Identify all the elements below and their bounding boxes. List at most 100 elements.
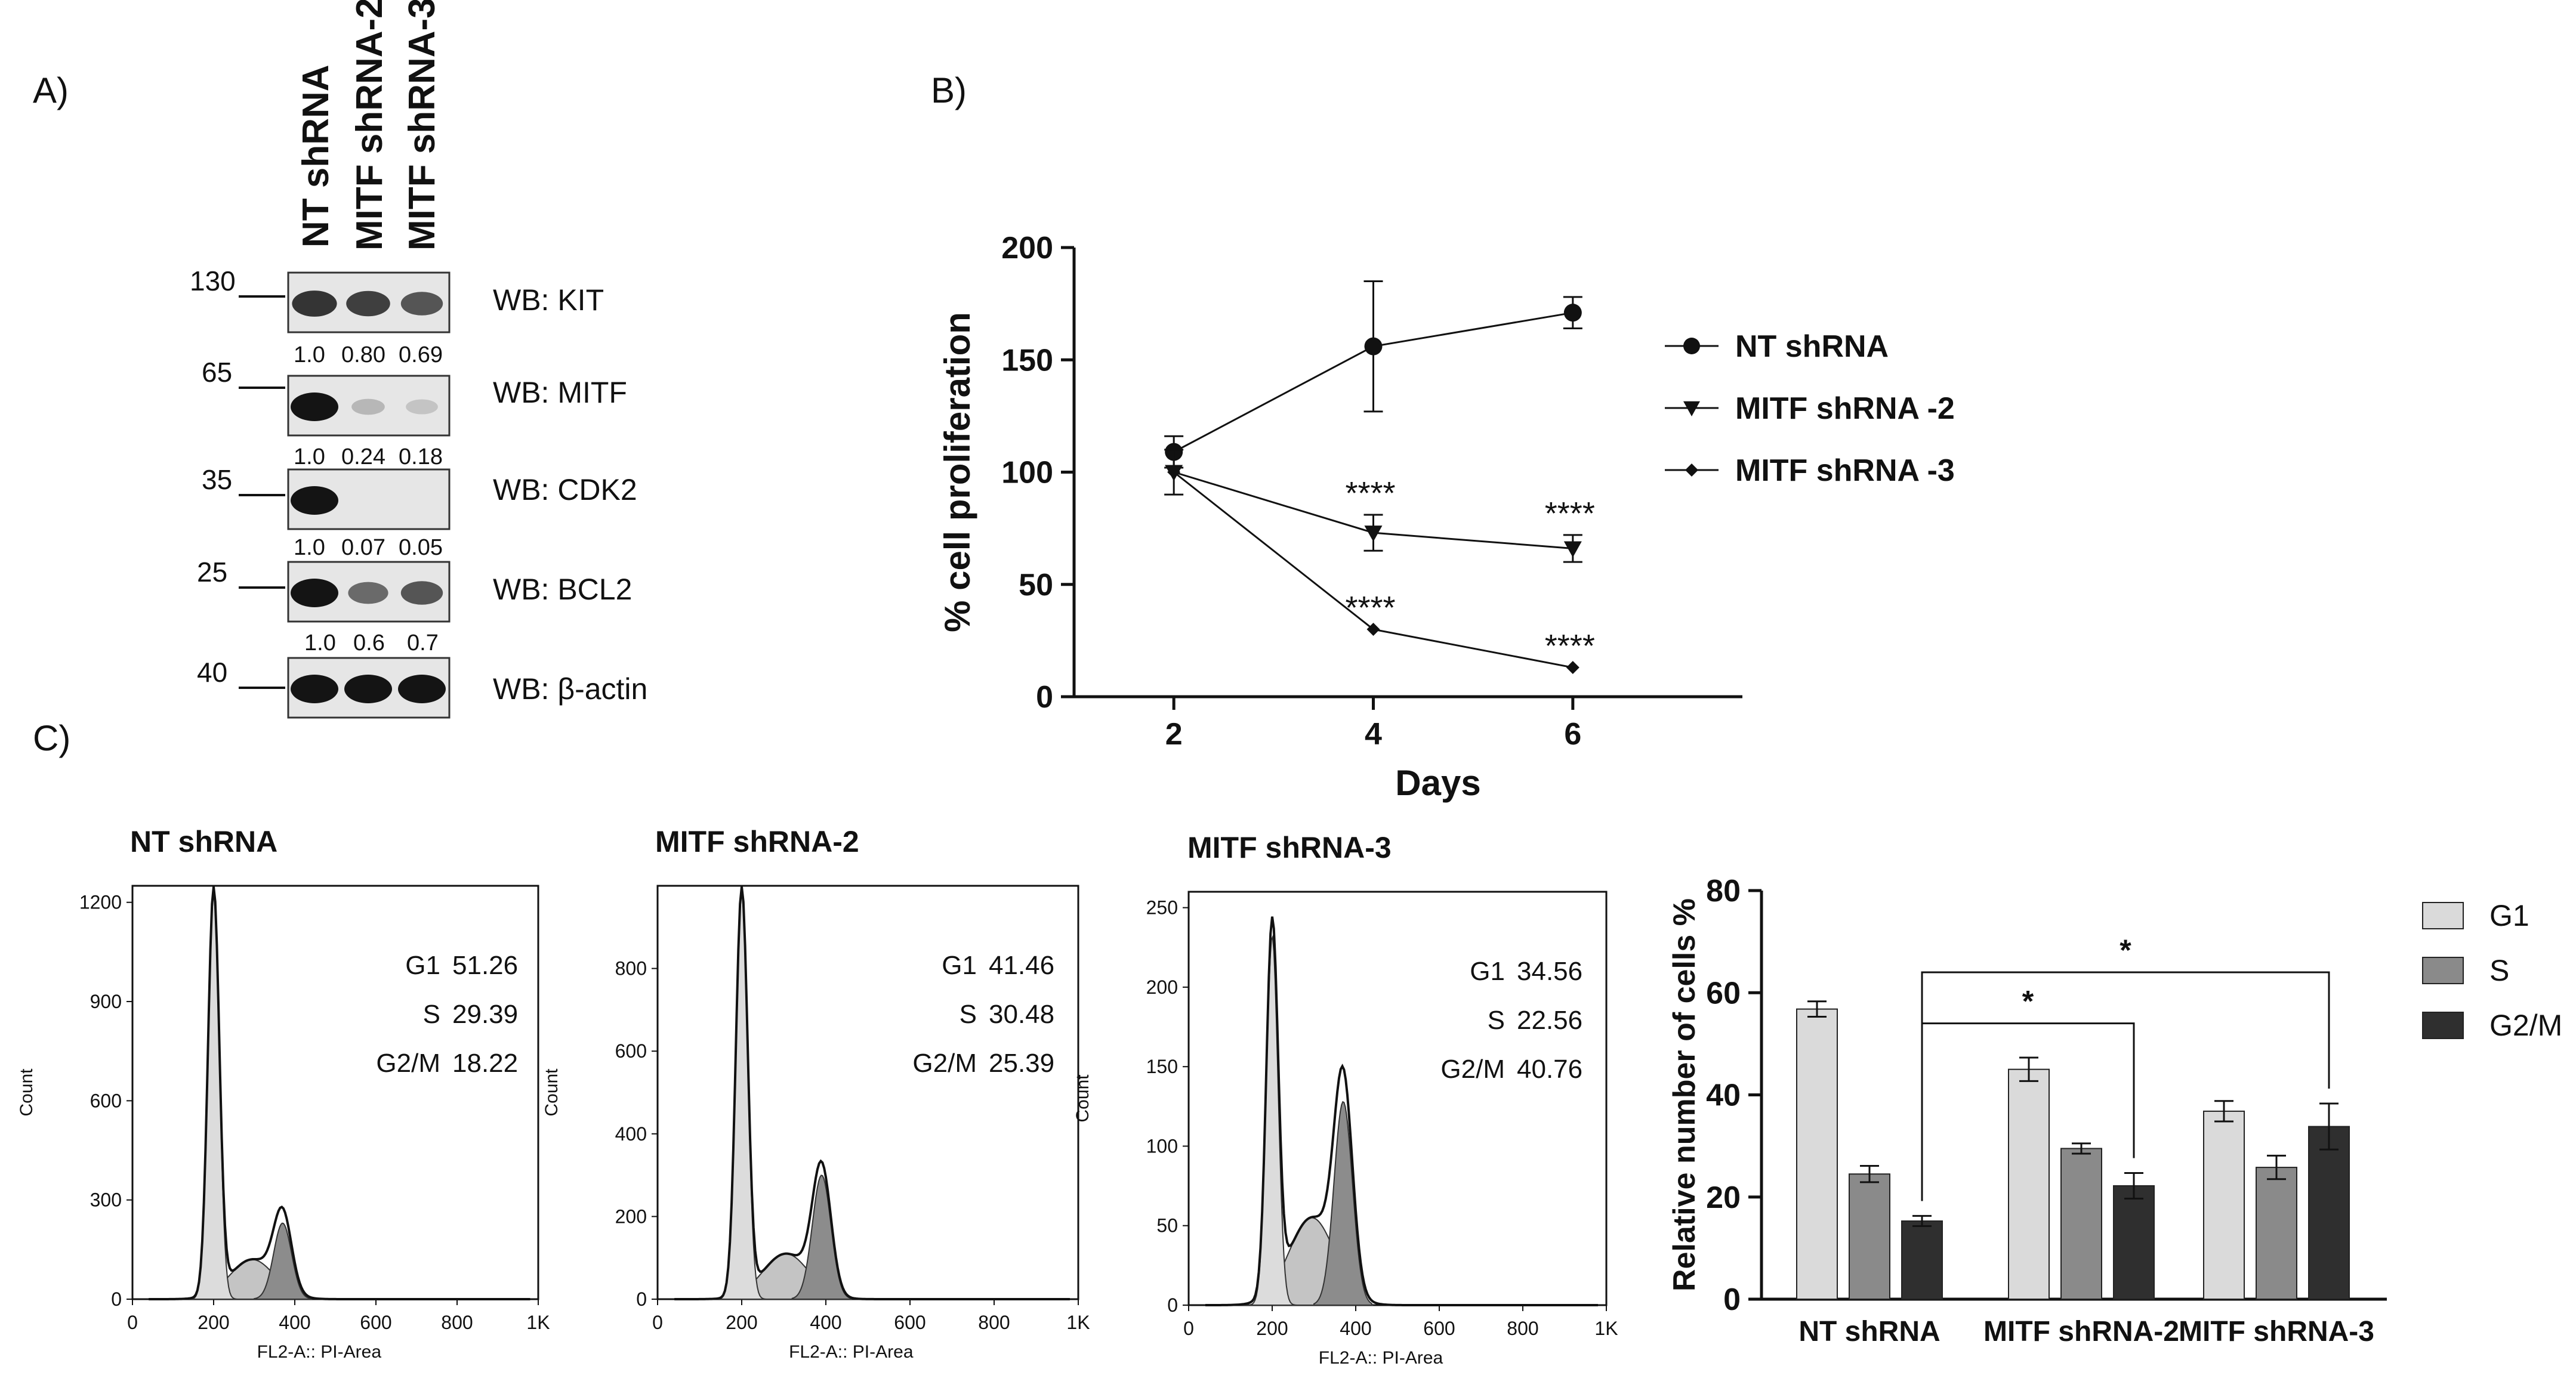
bar — [2113, 1185, 2155, 1300]
phase-value: 29.39 — [452, 1000, 518, 1029]
blot-marker: 40 — [197, 657, 227, 688]
phase-value: 30.48 — [989, 1000, 1054, 1029]
phase-label: S — [1488, 1006, 1505, 1035]
plot-frame — [1187, 891, 1608, 1306]
blot-bands — [291, 290, 446, 703]
histogram-nt-shrna: NT shRNA 0 200 400 600 800 1K 0 300 600 900 1200 FL2… — [17, 825, 550, 1362]
blot-label: WB: BCL2 — [493, 573, 632, 606]
x-tick-label: 0 — [127, 1312, 138, 1333]
legend-label: S — [2489, 954, 2509, 987]
data-point — [1683, 338, 1700, 354]
blot-marker: 25 — [197, 557, 227, 588]
phase-label: S — [423, 1000, 440, 1029]
panel-label-a: A) — [33, 70, 69, 110]
western-blot-panel: NT shRNA MITF shRNA-2 MITF shRNA-3 130 W… — [190, 0, 647, 719]
blot-band — [348, 582, 388, 604]
x-tick-label: 1K — [1066, 1312, 1090, 1333]
phase-value: 51.26 — [452, 951, 518, 980]
y-tick-label: 600 — [615, 1040, 647, 1062]
blot-band — [344, 675, 392, 703]
lane-label-nt-shrna: NT shRNA — [295, 64, 337, 248]
data-point — [1566, 661, 1579, 675]
significance-bracket — [1921, 971, 2330, 1201]
blot-marker: 130 — [190, 265, 236, 296]
y-tick-label: 400 — [615, 1123, 647, 1145]
legend-label: MITF shRNA -2 — [1735, 391, 1955, 426]
significance-marker: * — [2022, 985, 2034, 1018]
y-tick-label: 250 — [1146, 897, 1178, 919]
y-tick-label: 200 — [1001, 231, 1053, 265]
phase-label: G2/M — [376, 1049, 440, 1078]
bar — [2203, 1110, 2245, 1300]
x-tick-label: 800 — [441, 1312, 473, 1333]
x-tick-label: 1K — [526, 1312, 550, 1333]
blot-bcl2: 25 WB: BCL2 1.0 0.6 0.7 — [197, 557, 632, 656]
blot-marker: 65 — [202, 357, 232, 388]
y-axis-title: Count — [17, 1068, 36, 1117]
legend-swatch — [2422, 957, 2464, 984]
histogram-trace — [1205, 916, 1598, 1306]
category-label: MITF shRNA-2 — [1983, 1316, 2179, 1347]
x-tick-label: 400 — [279, 1312, 310, 1333]
histogram-trace — [674, 886, 1070, 1300]
phase-label: G2/M — [912, 1049, 977, 1078]
x-tick-label: 400 — [1340, 1318, 1371, 1339]
x-tick-label: 1K — [1594, 1318, 1618, 1339]
blot-label: WB: KIT — [493, 283, 604, 317]
y-tick-label: 0 — [1723, 1282, 1741, 1317]
y-tick-label: 40 — [1706, 1078, 1741, 1113]
y-tick-label: 900 — [90, 991, 122, 1012]
y-axis-title: % cell proliferation — [937, 312, 977, 632]
blot-band — [351, 398, 385, 415]
data-point — [1563, 304, 1582, 322]
y-tick-label: 150 — [1001, 343, 1053, 378]
histogram-title: MITF shRNA-3 — [1187, 831, 1392, 864]
x-tick-label: 6 — [1564, 717, 1581, 752]
y-tick-label: 80 — [1706, 874, 1741, 908]
y-tick-label: 50 — [1019, 568, 1053, 602]
phase-value: 41.46 — [989, 951, 1054, 980]
histogram-title: NT shRNA — [130, 825, 277, 858]
y-tick-label: 0 — [636, 1288, 647, 1310]
data-point — [1364, 337, 1383, 356]
y-tick-label: 800 — [615, 958, 647, 979]
phase-value: 22.56 — [1517, 1006, 1582, 1035]
histogram-trace — [149, 886, 530, 1300]
blot-band — [291, 579, 338, 607]
y-tick-label: 100 — [1146, 1135, 1178, 1157]
quant-value: 1.0 — [294, 342, 325, 367]
blot-band — [291, 486, 338, 515]
y-tick-label: 0 — [111, 1288, 122, 1310]
bar — [2060, 1148, 2102, 1300]
blot-kit: 130 WB: KIT 1.0 0.80 0.69 — [190, 265, 604, 367]
y-tick-label: 60 — [1706, 976, 1741, 1010]
blot-label: WB: β-actin — [493, 672, 647, 706]
category-label: NT shRNA — [1798, 1316, 1940, 1347]
x-tick-label: 800 — [1507, 1318, 1538, 1339]
x-tick-label: 0 — [652, 1312, 663, 1333]
quant-value: 1.0 — [294, 444, 325, 469]
data-point — [1683, 401, 1700, 416]
data-point — [1685, 463, 1698, 477]
histogram-mitf-shrna-3: MITF shRNA-3 0 200 400 600 800 1K 0 50 100 150 200 2… — [1073, 831, 1618, 1368]
data-point — [1364, 526, 1383, 542]
blot-label: WB: MITF — [493, 376, 627, 409]
y-tick-label: 50 — [1156, 1215, 1178, 1237]
category-label: MITF shRNA-3 — [2179, 1316, 2374, 1347]
panel-label-b: B) — [931, 70, 967, 110]
phase-label: G1 — [405, 951, 440, 980]
y-tick-label: 0 — [1036, 680, 1053, 715]
legend-swatch — [2422, 902, 2464, 929]
phase-value: 34.56 — [1517, 957, 1582, 986]
blot-band — [291, 675, 338, 703]
bar — [2008, 1068, 2050, 1300]
y-axis-title: Count — [1073, 1074, 1093, 1123]
y-tick-label: 100 — [1001, 456, 1053, 490]
data-point — [1167, 465, 1181, 479]
x-tick-label: 800 — [978, 1312, 1010, 1333]
y-axis-title: Relative number of cells % — [1667, 898, 1702, 1291]
quant-value: 0.6 — [353, 630, 385, 656]
quant-value: 0.18 — [399, 444, 443, 469]
plot-frame — [656, 885, 1079, 1300]
